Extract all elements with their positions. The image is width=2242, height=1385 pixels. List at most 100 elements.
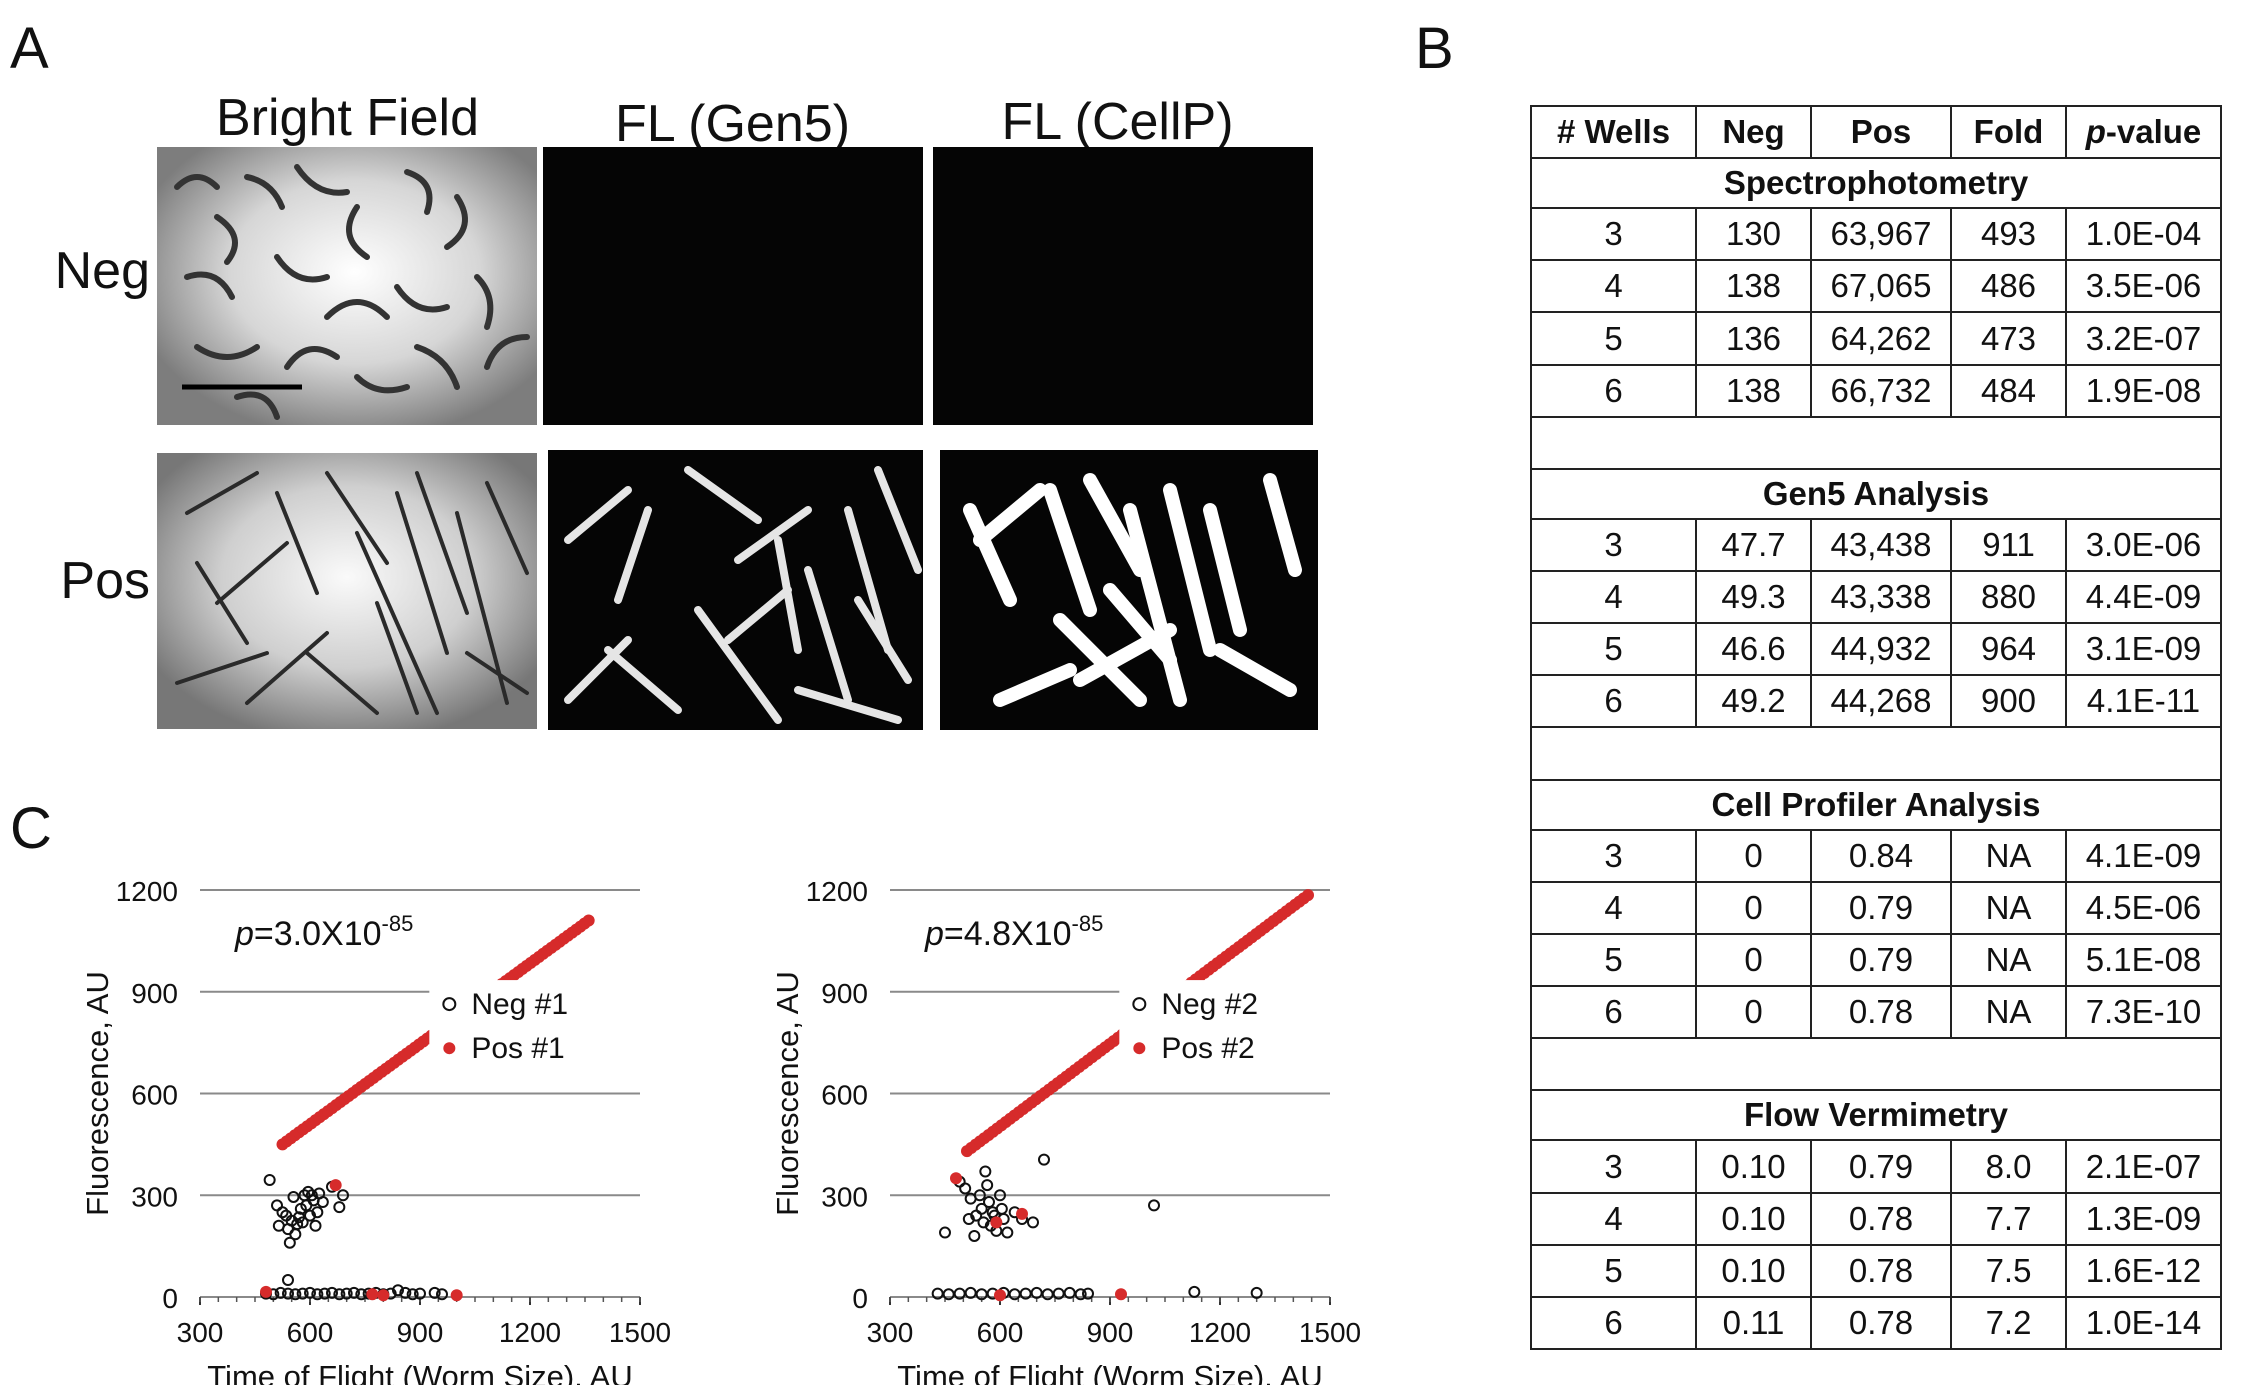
y-tick-label: 600 — [821, 1080, 868, 1111]
y-axis-label: Fluorescence, AU — [770, 971, 805, 1216]
legend-pos-marker — [1133, 1042, 1146, 1055]
header-p-italic: p — [2085, 113, 2106, 151]
table-cell: NA — [1950, 932, 2067, 988]
neg-point — [977, 1216, 990, 1229]
table-cell: 44,268 — [1810, 674, 1952, 729]
table-row: 3 0.10 0.79 8.0 2.1E-07 — [1530, 1139, 2222, 1194]
table-cell: 3.5E-06 — [2065, 259, 2222, 314]
legend-pos-marker — [443, 1042, 456, 1055]
table-cell: 964 — [1950, 622, 2067, 677]
table-cell: 0.79 — [1810, 932, 1952, 988]
column-header-fl-gen5: FL (Gen5) — [614, 95, 851, 153]
header-fold: Fold — [1950, 104, 2067, 160]
spacer-cell — [1530, 415, 2222, 470]
micrograph-fl-gen5-neg — [543, 147, 923, 425]
neg-point — [296, 1216, 309, 1229]
legend-neg-marker — [442, 997, 457, 1012]
neg-point — [340, 1287, 353, 1300]
neg-point — [291, 1218, 304, 1231]
table-cell: 6 — [1530, 674, 1697, 729]
table-cell: 3.1E-09 — [2065, 622, 2222, 677]
micrograph-bright-field-pos — [157, 453, 537, 729]
neg-point — [1041, 1288, 1054, 1301]
section-title: Spectrophotometry — [1530, 157, 2222, 210]
y-tick-label: 600 — [131, 1080, 178, 1111]
table-row: 4 0 0.79 NA 4.5E-06 — [1530, 880, 2222, 935]
column-header-fl-cellp: FL (CellP) — [1001, 93, 1234, 151]
pos-point — [1115, 1288, 1127, 1301]
table-cell: 4 — [1530, 570, 1697, 625]
panel-letter-c: C — [10, 796, 52, 861]
neg-point — [311, 1288, 324, 1301]
table-cell: NA — [1950, 828, 2067, 883]
neg-point — [979, 1165, 992, 1178]
y-tick-label: 0 — [162, 1283, 178, 1314]
legend-neg-label: Neg #1 — [471, 988, 568, 1021]
header-p-value: p-value — [2065, 104, 2222, 160]
micrograph-bright-field-neg — [157, 147, 537, 425]
table-cell: 46.6 — [1695, 622, 1812, 677]
neg-point — [942, 1288, 955, 1301]
table-cell: 136 — [1695, 311, 1812, 366]
neg-point — [939, 1226, 951, 1239]
table-cell: 0 — [1695, 932, 1812, 988]
section-title-row: Flow Vermimetry — [1530, 1089, 2222, 1142]
neg-point — [975, 1288, 988, 1301]
table-cell: 486 — [1950, 259, 2067, 314]
neg-point — [1052, 1287, 1065, 1300]
table-cell: 6 — [1530, 363, 1697, 418]
table-cell: 7.3E-10 — [2065, 985, 2222, 1040]
table-cell: 4.1E-09 — [2065, 828, 2222, 883]
x-tick-label: 1500 — [609, 1317, 671, 1348]
neg-point — [296, 1287, 309, 1300]
micrograph-fl-cellp-pos — [940, 450, 1318, 730]
neg-point — [289, 1288, 302, 1301]
legend-pos-label: Pos #1 — [471, 1032, 564, 1065]
neg-point — [962, 1212, 975, 1225]
table-cell: 7.2 — [1950, 1295, 2067, 1351]
table-cell: 0.78 — [1810, 1191, 1952, 1246]
table-cell: 0.78 — [1810, 1295, 1952, 1351]
table-cell: 0.78 — [1810, 985, 1952, 1040]
table-cell: 0.10 — [1695, 1139, 1812, 1194]
section-title: Cell Profiler Analysis — [1530, 778, 2222, 831]
pos-point — [377, 1289, 390, 1302]
neg-point — [333, 1288, 346, 1301]
table-cell: 49.3 — [1695, 570, 1812, 625]
neg-point — [283, 1236, 296, 1249]
neg-point — [304, 1209, 316, 1222]
neg-point — [1038, 1153, 1050, 1166]
y-tick-label: 0 — [852, 1283, 868, 1314]
table-header-row: # Wells Neg Pos Fold p-value — [1530, 104, 2222, 160]
neg-point — [271, 1199, 283, 1212]
y-tick-label: 300 — [131, 1181, 178, 1212]
table-cell: 0.11 — [1695, 1295, 1812, 1351]
table-cell: 3 — [1530, 1139, 1697, 1194]
neg-point — [1001, 1226, 1014, 1239]
table-cell: 1.6E-12 — [2065, 1243, 2222, 1298]
table-cell: 4 — [1530, 880, 1697, 935]
table-cell: 900 — [1950, 674, 2067, 729]
table-cell: 4.4E-09 — [2065, 570, 2222, 625]
pos-point — [1302, 889, 1314, 902]
neg-point — [333, 1201, 346, 1214]
panel-letter-b: B — [1415, 16, 1454, 81]
table-cell: 5.1E-08 — [2065, 932, 2222, 988]
neg-point — [302, 1185, 315, 1198]
neg-point — [263, 1173, 276, 1186]
neg-point — [1019, 1287, 1032, 1300]
header-pos: Pos — [1810, 104, 1952, 160]
spacer-cell — [1530, 1037, 2222, 1092]
neg-point — [1074, 1288, 1087, 1301]
table-cell: 3.0E-06 — [2065, 517, 2222, 573]
pos-point — [582, 914, 595, 927]
header-value-suffix: -value — [2105, 113, 2202, 151]
p-value-annotation: p=4.8X10-85 — [924, 911, 1103, 953]
table-cell: 880 — [1950, 570, 2067, 625]
table-row: 4 138 67,065 486 3.5E-06 — [1530, 259, 2222, 314]
section-title: Gen5 Analysis — [1530, 467, 2222, 520]
table-cell: 3.2E-07 — [2065, 311, 2222, 366]
neg-point — [981, 1179, 994, 1192]
table-row: 3 0 0.84 NA 4.1E-09 — [1530, 828, 2222, 883]
table-cell: 8.0 — [1950, 1139, 2067, 1194]
